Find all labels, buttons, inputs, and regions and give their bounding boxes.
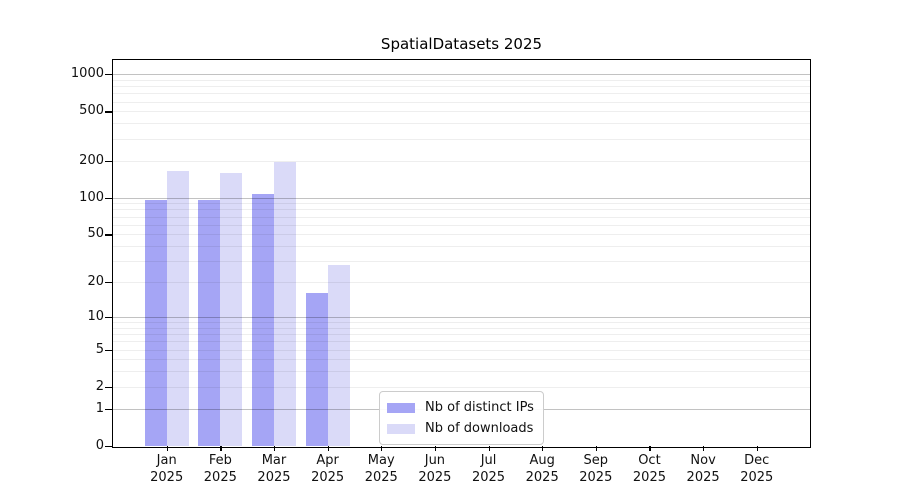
x-tick-label-jun-2025: Jun 2025 xyxy=(418,453,452,485)
chart-title: SpatialDatasets 2025 xyxy=(380,35,543,53)
x-tick-jan-2025 xyxy=(166,446,168,451)
x-tick-feb-2025 xyxy=(220,446,222,451)
minor-gridline-2 xyxy=(113,386,810,388)
y-tick-label-1: 1 xyxy=(95,400,104,416)
minor-gridline-6 xyxy=(113,341,810,343)
y-tick-label-0: 0 xyxy=(95,438,104,453)
x-tick-nov-2025 xyxy=(703,446,705,451)
bar-nb-of-distinct-ips-feb-2025 xyxy=(198,200,221,446)
minor-gridline-5 xyxy=(113,349,810,351)
legend: Nb of distinct IPs Nb of downloads xyxy=(379,391,544,445)
minor-gridline-400 xyxy=(113,123,810,125)
y-tick-label-100: 100 xyxy=(79,189,104,205)
y-tick-label-2: 2 xyxy=(95,378,104,394)
x-tick-oct-2025 xyxy=(649,446,651,451)
legend-swatch-distinct-ips xyxy=(387,402,415,413)
x-tick-label-aug-2025: Aug 2025 xyxy=(525,453,559,485)
y-tick-1 xyxy=(105,408,112,410)
y-tick-label-20: 20 xyxy=(87,274,104,290)
y-tick-2 xyxy=(105,386,112,389)
x-tick-label-jan-2025: Jan 2025 xyxy=(150,453,184,485)
minor-gridline-800 xyxy=(113,86,810,88)
legend-entry-downloads: Nb of downloads xyxy=(387,418,534,439)
minor-gridline-30 xyxy=(113,261,810,263)
legend-label-distinct-ips: Nb of distinct IPs xyxy=(425,400,534,415)
minor-gridline-4 xyxy=(113,359,810,361)
x-tick-label-apr-2025: Apr 2025 xyxy=(311,453,345,485)
bar-nb-of-downloads-mar-2025 xyxy=(273,161,296,446)
y-tick-label-5: 5 xyxy=(95,341,104,357)
minor-gridline-80 xyxy=(113,209,810,211)
y-tick-label-1000: 1000 xyxy=(70,66,104,82)
x-tick-aug-2025 xyxy=(542,446,544,451)
bar-nb-of-distinct-ips-jan-2025 xyxy=(144,200,167,446)
x-tick-label-jul-2025: Jul 2025 xyxy=(471,453,506,485)
minor-gridline-200 xyxy=(113,160,810,162)
bar-nb-of-downloads-jan-2025 xyxy=(166,170,189,446)
minor-gridline-70 xyxy=(113,216,810,218)
x-tick-may-2025 xyxy=(381,446,383,451)
plot-area: Nb of distinct IPs Nb of downloads xyxy=(113,60,810,446)
x-tick-apr-2025 xyxy=(327,446,329,451)
x-tick-label-sep-2025: Sep 2025 xyxy=(579,453,613,485)
legend-label-downloads: Nb of downloads xyxy=(425,421,534,436)
x-tick-label-oct-2025: Oct 2025 xyxy=(632,453,666,485)
minor-gridline-700 xyxy=(113,93,810,95)
y-tick-5 xyxy=(105,349,112,351)
bar-nb-of-distinct-ips-apr-2025 xyxy=(305,293,328,446)
major-gridline-10 xyxy=(113,316,810,318)
minor-gridline-20 xyxy=(113,282,810,284)
minor-gridline-60 xyxy=(113,224,810,226)
major-gridline-100 xyxy=(113,197,810,199)
y-tick-label-500: 500 xyxy=(79,103,104,119)
minor-gridline-600 xyxy=(113,101,810,103)
y-tick-label-200: 200 xyxy=(79,152,104,168)
minor-gridline-8 xyxy=(113,327,810,329)
minor-gridline-7 xyxy=(113,334,810,336)
y-tick-10 xyxy=(105,316,112,319)
bar-nb-of-downloads-apr-2025 xyxy=(327,264,350,446)
bar-nb-of-downloads-feb-2025 xyxy=(220,173,243,446)
legend-entry-distinct-ips: Nb of distinct IPs xyxy=(387,397,534,418)
y-tick-20 xyxy=(105,282,112,284)
x-tick-label-mar-2025: Mar 2025 xyxy=(257,453,291,485)
major-gridline-1000 xyxy=(113,74,810,76)
x-tick-jul-2025 xyxy=(488,446,490,451)
x-tick-label-nov-2025: Nov 2025 xyxy=(686,453,720,485)
x-tick-label-feb-2025: Feb 2025 xyxy=(203,453,237,485)
minor-gridline-900 xyxy=(113,79,810,81)
minor-gridline-500 xyxy=(113,111,810,113)
minor-gridline-3 xyxy=(113,371,810,373)
legend-swatch-downloads xyxy=(387,423,415,434)
y-tick-1000 xyxy=(105,74,112,76)
minor-gridline-90 xyxy=(113,203,810,205)
bars-layer xyxy=(113,60,810,446)
x-tick-dec-2025 xyxy=(756,446,758,451)
minor-gridline-300 xyxy=(113,138,810,140)
y-tick-label-10: 10 xyxy=(87,308,104,324)
y-tick-0 xyxy=(105,446,112,448)
gridlines-layer xyxy=(113,60,810,446)
x-tick-sep-2025 xyxy=(595,446,597,451)
bar-nb-of-distinct-ips-mar-2025 xyxy=(251,193,274,446)
minor-gridline-9 xyxy=(113,322,810,324)
minor-gridline-40 xyxy=(113,246,810,248)
x-tick-label-dec-2025: Dec 2025 xyxy=(740,453,774,485)
minor-gridline-50 xyxy=(113,234,810,236)
y-tick-500 xyxy=(105,111,112,113)
y-tick-200 xyxy=(105,160,112,162)
y-tick-50 xyxy=(105,234,112,236)
y-tick-100 xyxy=(105,197,112,199)
x-tick-mar-2025 xyxy=(273,446,276,451)
x-tick-jun-2025 xyxy=(434,446,437,451)
y-tick-label-50: 50 xyxy=(87,226,104,242)
x-tick-label-may-2025: May 2025 xyxy=(364,453,398,485)
